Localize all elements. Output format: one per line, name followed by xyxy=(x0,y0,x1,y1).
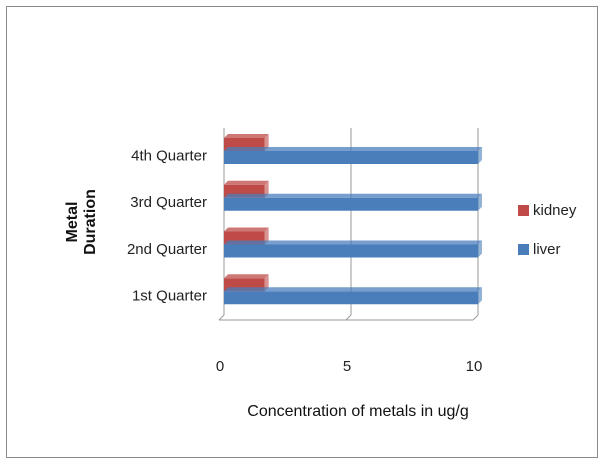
bar-liver-side xyxy=(478,287,482,305)
legend-label-liver: liver xyxy=(533,241,561,258)
category-label: 4th Quarter xyxy=(131,147,207,164)
y-axis-title-line-2: Duration xyxy=(82,189,99,255)
chart-frame xyxy=(6,6,598,458)
bar-liver-top xyxy=(224,147,482,151)
category-labels: 1st Quarter 2nd Quarter 3rd Quarter 4th Qua… xyxy=(127,147,207,304)
x-tick-label: 0 xyxy=(216,358,224,375)
bar-liver-side xyxy=(478,147,482,164)
bar-kidney-top xyxy=(224,180,269,185)
gridline-floor xyxy=(472,314,479,321)
bars xyxy=(224,134,482,305)
bar-liver-top xyxy=(224,287,482,292)
bar-liver-top xyxy=(224,240,482,245)
bar-liver-side xyxy=(478,240,482,258)
bar-liver-side xyxy=(478,193,482,211)
legend-swatch-kidney xyxy=(518,205,529,216)
category-label: 2nd Quarter xyxy=(127,241,207,258)
legend-swatch-liver xyxy=(518,244,529,255)
y-axis-title: Metal Duration xyxy=(64,189,99,255)
bar-kidney-top xyxy=(224,134,269,138)
category-label: 3rd Quarter xyxy=(130,194,207,211)
x-tick-label: 5 xyxy=(343,358,351,375)
y-axis-title-line-1: Metal xyxy=(64,202,81,243)
bar-liver xyxy=(224,244,478,258)
bar-liver xyxy=(224,197,478,211)
bar-kidney-top xyxy=(224,274,269,279)
legend: kidney liver xyxy=(518,202,577,258)
bar-kidney-side xyxy=(264,180,269,198)
bar-liver-top xyxy=(224,193,482,198)
bar-kidney-side xyxy=(264,274,269,292)
gridline-floor xyxy=(345,314,352,321)
x-tick-labels: 0 5 10 xyxy=(216,358,483,375)
bar-kidney-side xyxy=(264,134,269,151)
bar-kidney-side xyxy=(264,227,269,245)
bar-kidney-top xyxy=(224,227,269,232)
axis-corner xyxy=(218,314,225,321)
legend-label-kidney: kidney xyxy=(533,202,577,219)
x-axis-title: Concentration of metals in ug/g xyxy=(247,403,468,420)
bar-liver xyxy=(224,291,478,305)
x-tick-label: 10 xyxy=(466,358,483,375)
bar-liver xyxy=(224,151,478,164)
category-label: 1st Quarter xyxy=(132,288,207,305)
